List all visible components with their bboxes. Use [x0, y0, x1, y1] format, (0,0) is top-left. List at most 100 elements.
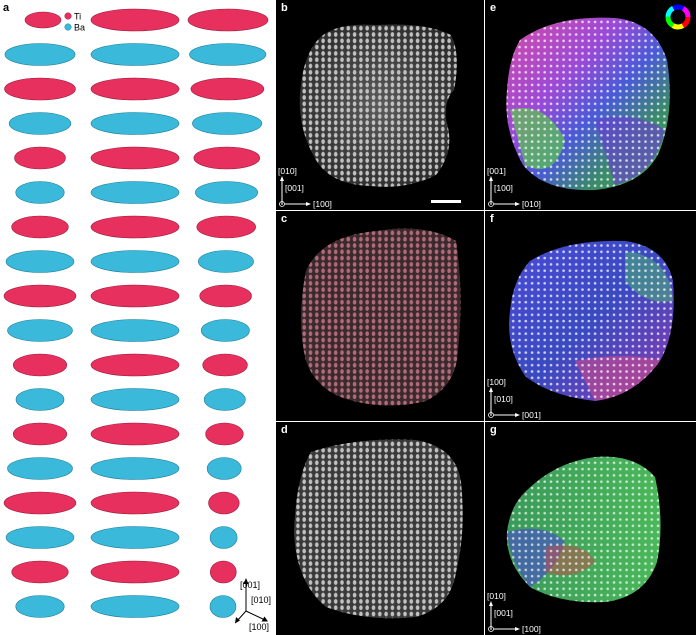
- axis-g-mid: [001]: [494, 608, 513, 618]
- atom-layer: [189, 43, 267, 66]
- lattice-c: [301, 228, 461, 406]
- panel-f-image: [485, 211, 696, 421]
- atom-layer: [90, 77, 180, 101]
- axis-001-head: [243, 578, 249, 584]
- axes-f: [100] [010] [001]: [487, 377, 541, 420]
- atom-layer: [15, 595, 65, 618]
- atom-layer: [90, 146, 180, 170]
- atom-layer: [90, 526, 180, 549]
- atom-layer: [5, 250, 75, 273]
- axis-e-right: [010]: [522, 199, 541, 209]
- lattice-b: [299, 24, 457, 187]
- atom-layer: [90, 181, 180, 204]
- axis-100-label: [100]: [249, 622, 269, 632]
- axis-010-label: [010]: [251, 595, 271, 605]
- atom-layer: [5, 526, 75, 549]
- atom-layer: [14, 146, 66, 170]
- axis-e-mid: [100]: [494, 183, 513, 193]
- atom-layer: [90, 215, 180, 239]
- atom-layer: [196, 215, 256, 239]
- atom-layer: [90, 595, 180, 618]
- lattice-f: [509, 240, 674, 402]
- panel-label-b: b: [281, 2, 288, 14]
- axes-b: [010] [001] [100]: [278, 166, 332, 209]
- axes-e: [001] [100] [010]: [487, 166, 541, 209]
- atom-layer: [90, 353, 180, 377]
- atom-layer: [197, 250, 254, 273]
- atom-layer: [90, 319, 180, 342]
- atom-layer: [7, 319, 73, 342]
- atom-layer: [209, 560, 237, 584]
- atom-layer: [11, 560, 69, 584]
- atom-layer: [90, 43, 180, 66]
- atom-layer: [187, 8, 269, 32]
- lattice-e: [506, 17, 670, 191]
- axis-g-right: [100]: [522, 624, 541, 634]
- atom-layer: [15, 388, 65, 411]
- panel-label-a: a: [3, 2, 10, 14]
- atom-layer: [209, 526, 238, 549]
- panel-b-image: [276, 0, 484, 210]
- atom-layer: [208, 491, 240, 515]
- axis-010-head: [235, 617, 240, 624]
- atom-layer: [3, 491, 77, 515]
- axis-f-mid: [010]: [494, 394, 513, 404]
- atom-layer: [193, 146, 261, 170]
- atom-layer: [90, 560, 180, 584]
- atom-layer: [202, 353, 248, 377]
- atom-layer: [12, 422, 68, 446]
- panel-label-d: d: [281, 424, 288, 436]
- panel-c: c: [276, 211, 484, 421]
- atom-layer: [24, 11, 62, 29]
- legend: Ti Ba: [64, 12, 85, 33]
- atom-layer: [90, 491, 180, 515]
- legend-ba-marker: [64, 23, 72, 31]
- atom-layer: [90, 422, 180, 446]
- scale-bar: [431, 200, 461, 203]
- panel-e: e [001] [100] [010]: [485, 0, 696, 210]
- atom-layer: [206, 457, 242, 480]
- panel-c-image: [276, 211, 484, 421]
- atom-layer: [195, 181, 259, 204]
- panel-b: b [010] [001] [100]: [276, 0, 484, 210]
- panel-label-g: g: [490, 424, 497, 436]
- axis-f-top: [100]: [487, 377, 506, 387]
- axis-100-head: [261, 616, 268, 622]
- atom-layer: [90, 112, 180, 135]
- panel-d-image: [276, 422, 484, 635]
- atom-layer: [4, 43, 76, 66]
- axis-e-top: [001]: [487, 166, 506, 176]
- atom-layer: [209, 595, 237, 618]
- axis-b-right: [100]: [313, 199, 332, 209]
- atom-layer: [205, 422, 244, 446]
- atom-layer: [203, 388, 246, 411]
- legend-ti-marker: [64, 12, 72, 20]
- legend-ba-label: Ba: [74, 23, 85, 33]
- panel-label-f: f: [490, 213, 494, 225]
- axis-b-mid: [001]: [285, 183, 304, 193]
- panel-a: a Ti Ba [001] [010] [100]: [0, 0, 276, 635]
- crystal-axes: [235, 578, 268, 624]
- axis-100-arrow: [245, 610, 266, 621]
- panel-d: d: [276, 422, 484, 635]
- axes-g: [010] [001] [100]: [487, 591, 541, 634]
- atom-layer: [7, 457, 73, 480]
- panel-g: g [010] [001] [100]: [485, 422, 696, 635]
- legend-ti-label: Ti: [74, 12, 81, 22]
- atom-layer: [11, 215, 69, 239]
- atom-layer: [3, 284, 77, 308]
- atom-layer: [90, 457, 180, 480]
- atom-layer: [12, 353, 68, 377]
- panel-label-c: c: [281, 213, 288, 225]
- atom-layers: [3, 8, 269, 618]
- axis-f-right: [001]: [522, 410, 541, 420]
- atom-layer: [90, 8, 180, 32]
- atom-layer: [90, 284, 180, 308]
- panel-f: f [100] [010] [001]: [485, 211, 696, 421]
- atom-layer: [192, 112, 263, 135]
- hue-wheel: [665, 4, 691, 30]
- axis-b-top: [010]: [278, 166, 297, 176]
- panel-label-e: e: [490, 2, 497, 14]
- layer-stack: Ti Ba [001] [010] [100]: [3, 8, 271, 632]
